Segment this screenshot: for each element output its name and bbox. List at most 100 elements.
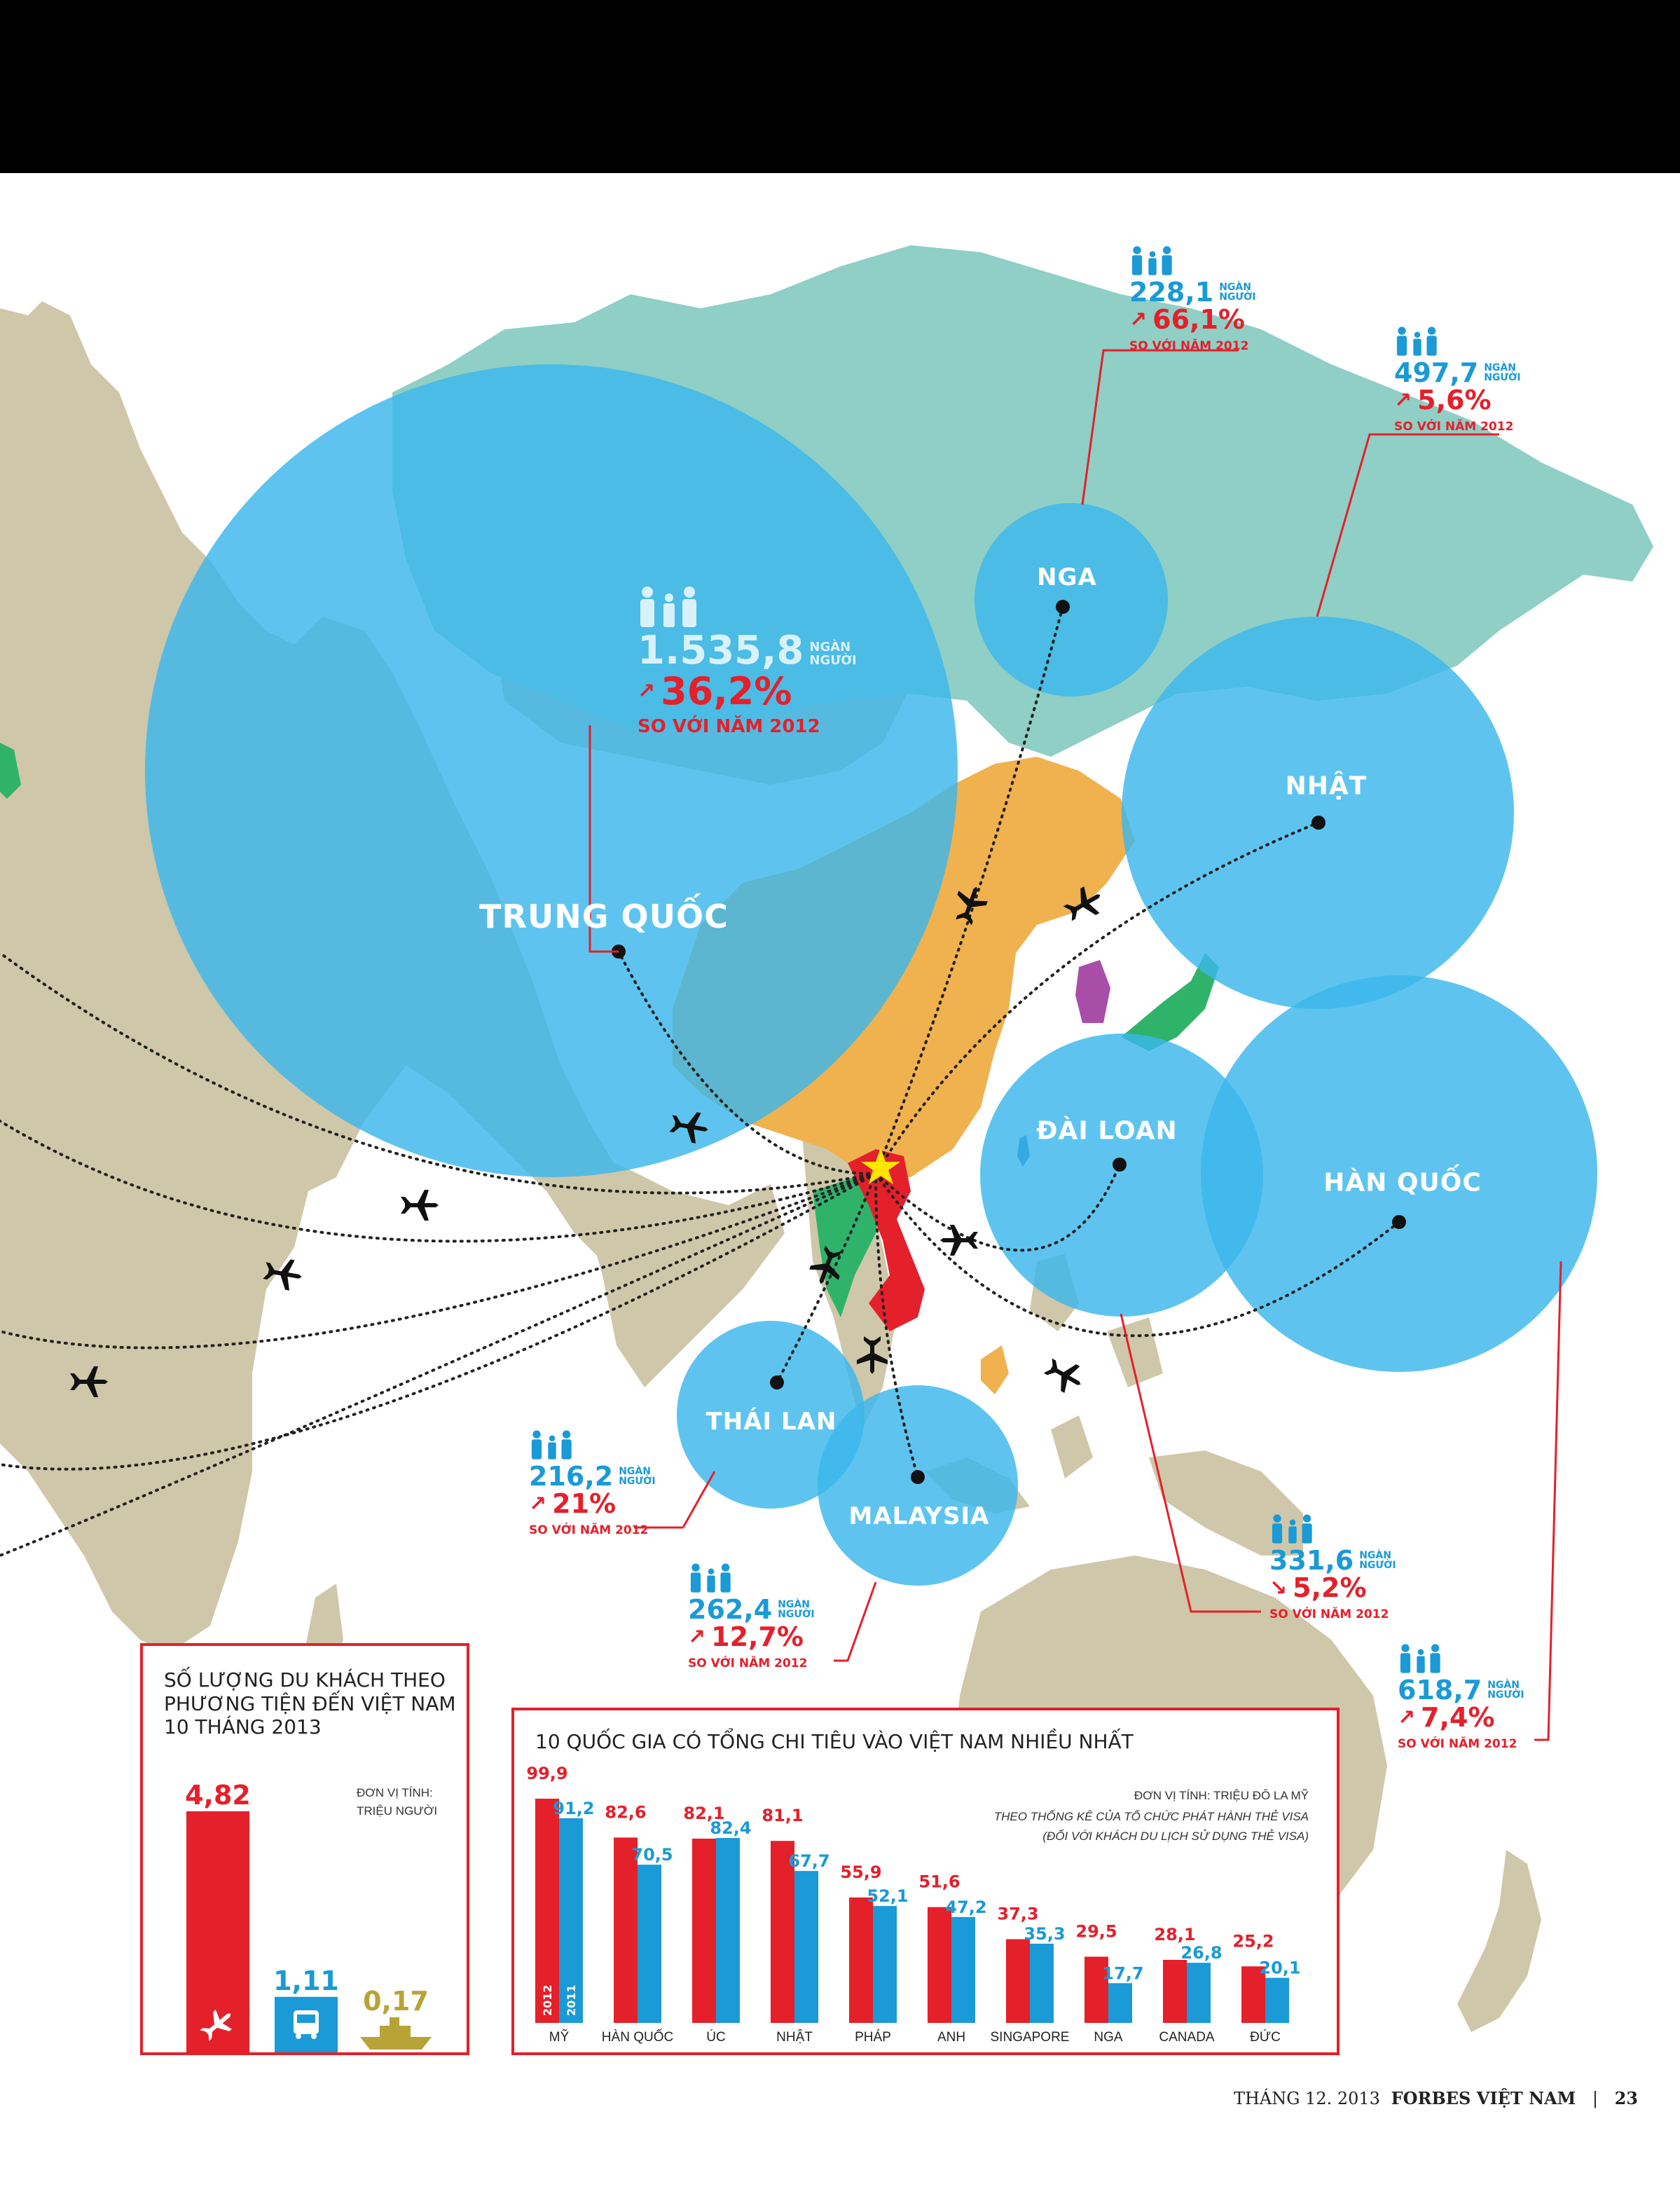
russia-bubble [975,503,1168,696]
spending-bar [1187,1963,1211,2023]
spending-value-label: 82,1 [683,1804,724,1823]
spending-category-label: PHÁP [855,2030,891,2045]
spending-bar-chart: 99,9 91,2 MỸ 82,6 70,5 HÀN QUỐC 82,182,4 ÚC 81,1… [526,1764,1300,2045]
spending-value-label: 29,5 [1075,1922,1117,1942]
stat-china: 1.535,8 NGÀN NGƯỜI ↗ 36,2% SO VỚI NĂM 2012 [638,585,857,737]
thailand-bubble [677,1321,865,1509]
spending-bar [794,1871,818,2023]
leader-lines [588,349,1562,1741]
new-guinea-land [1149,1450,1303,1556]
footer-date: THÁNG 12. 2013 [1233,2089,1380,2108]
spending-category-label: SINGAPORE [991,2030,1070,2045]
transport-chart-title: SỐ LƯỢNG DU KHÁCH THEO PHƯƠNG TIỆN ĐẾN V… [164,1668,456,1739]
map-label-china: TRUNG QUỐC [479,898,729,935]
series-label: 2012 [541,1984,554,2016]
spending-bar [849,1897,873,2023]
spending-bar [1085,1956,1108,2023]
spending-bar [716,1838,740,2023]
transport-bar [186,1811,249,2052]
map-label-thailand: THÁI LAN [705,1408,837,1436]
spending-bar [1241,1966,1265,2023]
thailand-region [813,1177,883,1317]
spending-category-label: HÀN QUỐC [602,2029,673,2045]
spending-bar [559,1818,583,2023]
india-land [574,1163,785,1387]
bubbles [145,364,1597,1586]
ship-icon [360,2017,432,2050]
spending-bar [638,1865,661,2023]
map-label-korea: HÀN QUỐC [1323,1168,1482,1197]
hanoi-star-icon [861,1148,900,1184]
japan-region [1121,953,1219,1051]
people-icon [1272,1514,1312,1544]
europe-green [0,743,21,799]
transport-value-label: 0,17 [363,1986,429,2017]
airplane-icon [200,2010,232,2041]
spending-category-label: ĐỨC [1250,2029,1281,2045]
spending-bar [692,1839,716,2023]
spending-value-label: 70,5 [631,1845,673,1865]
spending-value-label: 37,3 [997,1904,1038,1924]
transport-value-label: 1,11 [273,1965,339,1996]
stat-value: 1.535,8 [638,628,804,673]
spending-value-label: 17,7 [1102,1963,1143,1983]
spending-value-label: 82,6 [605,1802,646,1822]
spending-bar [1265,1977,1289,2023]
arrow-up-icon: ↗ [638,679,656,704]
spending-bar [535,1799,559,2023]
arrow-up-icon: ↗ [1129,308,1148,333]
arrow-down-icon: ↘ [1269,1576,1288,1601]
spending-value-label: 51,6 [918,1872,960,1892]
spending-value-label: 99,9 [526,1764,567,1783]
transport-chart-box: SỐ LƯỢNG DU KHÁCH THEO PHƯƠNG TIỆN ĐẾN V… [140,1643,469,2055]
philippines-orange [981,1345,1009,1394]
spending-value-label: 25,2 [1232,1931,1274,1951]
spending-bar [1163,1959,1187,2023]
map-label-taiwan: ĐÀI LOAN [1036,1116,1178,1146]
new-zealand-land [1457,1850,1541,2032]
spending-value-label: 28,1 [1154,1925,1195,1944]
footer-page: 23 [1614,2088,1638,2108]
series-label: 2011 [565,1984,578,2016]
spending-value-label: 91,2 [553,1799,594,1818]
stat-korea: 618,7 NGÀN NGƯỜI ↗ 7,4% SO VỚI NĂM 2012 [1398,1643,1524,1751]
spending-bar [1108,1983,1132,2023]
people-icon [1396,327,1437,356]
spending-bar [614,1837,638,2023]
korea-region [1075,960,1110,1023]
transport-value-label: 4,82 [185,1780,251,1811]
spending-value-label: 35,3 [1024,1924,1065,1944]
spending-bar [1006,1939,1030,2023]
people-icon [1400,1644,1440,1673]
transport-bar-chart: 4,82 1,11 0,17 [185,1780,432,2052]
people-icon [1131,246,1172,275]
page-footer: THÁNG 12. 2013 FORBES VIỆT NAM | 23 [1234,2088,1638,2108]
spending-value-label: 67,7 [788,1851,829,1871]
stat-malaysia: 262,4 NGÀN NGƯỜI ↗ 12,7% SO VỚI NĂM 2012 [688,1563,815,1670]
stat-russia: 228,1 NGÀN NGƯỜI ↗ 66,1% SO VỚI NĂM 2012 [1129,245,1256,353]
spending-bar [1030,1943,1054,2023]
spending-category-label: NHẬT [776,2029,813,2045]
map-label-russia: NGA [1037,563,1097,591]
transport-unit: TRIỆU NGƯỜI [357,1804,438,1818]
footer-magazine: FORBES VIỆT NAM [1391,2088,1576,2108]
taiwan-bubble [980,1034,1263,1317]
spending-category-label: ÚC [706,2029,725,2045]
map-label-malaysia: MALAYSIA [848,1502,990,1530]
people-icon [531,1430,572,1460]
arrow-up-icon: ↗ [529,1492,547,1517]
stat-taiwan: 331,6 NGÀN NGƯỜI ↘ 5,2% SO VỚI NĂM 2012 [1269,1514,1396,1621]
korea-bubble [1201,975,1597,1372]
spending-value-label: 55,9 [840,1862,881,1882]
spending-unit: ĐƠN VỊ TÍNH: TRIỆU ĐÔ LA MỸ [1134,1789,1309,1802]
japan-bubble [1122,617,1514,1009]
spending-bar [928,1907,951,2023]
people-icon [690,1563,731,1593]
spending-value-label: 82,4 [710,1818,751,1838]
spending-chart-box: 10 QUỐC GIA CÓ TỔNG CHI TIÊU VÀO VIỆT NA… [511,1708,1340,2055]
people-icon [640,586,696,627]
spending-bar [771,1841,794,2023]
bus-icon [294,2010,319,2039]
stat-thailand: 216,2 NGÀN NGƯỜI ↗ 21% SO VỚI NĂM 2012 [529,1429,656,1537]
spending-category-label: ANH [937,2030,965,2045]
